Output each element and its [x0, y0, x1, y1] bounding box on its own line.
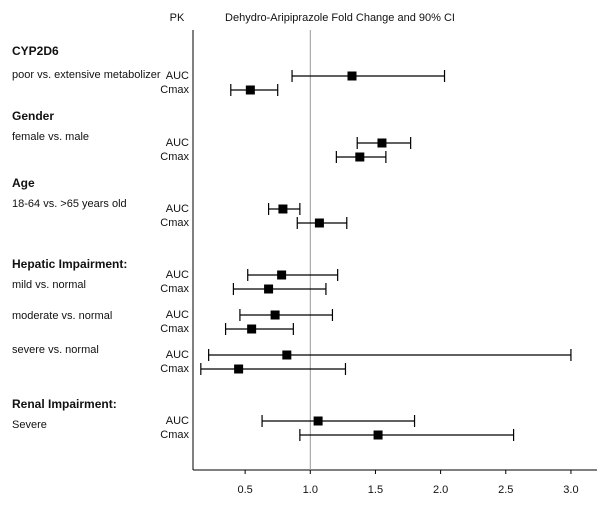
chart-title: Dehydro-Aripiprazole Fold Change and 90%… — [225, 12, 455, 24]
group-label: Gender — [12, 109, 54, 123]
point-estimate — [278, 204, 288, 214]
pk-row-label: AUC — [166, 349, 189, 361]
pk-row-label: AUC — [166, 415, 189, 427]
group-label: CYP2D6 — [12, 44, 59, 58]
subgroup-label: moderate vs. normal — [12, 310, 112, 322]
pk-row-label: AUC — [166, 137, 189, 149]
point-estimate — [313, 416, 323, 426]
point-estimate — [247, 324, 257, 334]
point-estimate — [377, 138, 387, 148]
pk-row-label: Cmax — [160, 363, 189, 375]
point-estimate — [234, 364, 244, 374]
x-tick-label: 1.0 — [303, 484, 318, 496]
pk-row-label: Cmax — [160, 217, 189, 229]
subgroup-label: 18-64 vs. >65 years old — [12, 198, 127, 210]
subgroup-label: female vs. male — [12, 131, 89, 143]
point-estimate — [282, 350, 292, 360]
pk-row-label: Cmax — [160, 151, 189, 163]
subgroup-label: poor vs. extensive metabolizer — [12, 69, 161, 81]
point-estimate — [314, 218, 324, 228]
point-estimate — [270, 310, 280, 320]
x-tick-label: 0.5 — [237, 484, 252, 496]
pk-row-label: Cmax — [160, 84, 189, 96]
point-estimate — [355, 152, 365, 162]
group-label: Age — [12, 176, 35, 190]
group-label: Renal Impairment: — [12, 397, 117, 411]
pk-row-label: AUC — [166, 269, 189, 281]
pk-row-label: AUC — [166, 203, 189, 215]
point-estimate — [245, 85, 255, 95]
pk-row-label: Cmax — [160, 429, 189, 441]
pk-row-label: AUC — [166, 309, 189, 321]
pk-row-label: Cmax — [160, 323, 189, 335]
point-estimate — [264, 284, 274, 294]
x-tick-label: 2.0 — [433, 484, 448, 496]
subgroup-label: mild vs. normal — [12, 279, 86, 291]
pk-row-label: Cmax — [160, 283, 189, 295]
x-tick-label: 3.0 — [563, 484, 578, 496]
x-tick-label: 2.5 — [498, 484, 513, 496]
point-estimate — [373, 430, 383, 440]
pk-row-label: AUC — [166, 70, 189, 82]
subgroup-label: severe vs. normal — [12, 344, 99, 356]
pk-label: PK — [170, 12, 185, 24]
point-estimate — [347, 71, 357, 81]
subgroup-label: Severe — [12, 419, 47, 431]
point-estimate — [277, 270, 287, 280]
group-label: Hepatic Impairment: — [12, 257, 127, 271]
x-tick-label: 1.5 — [368, 484, 383, 496]
